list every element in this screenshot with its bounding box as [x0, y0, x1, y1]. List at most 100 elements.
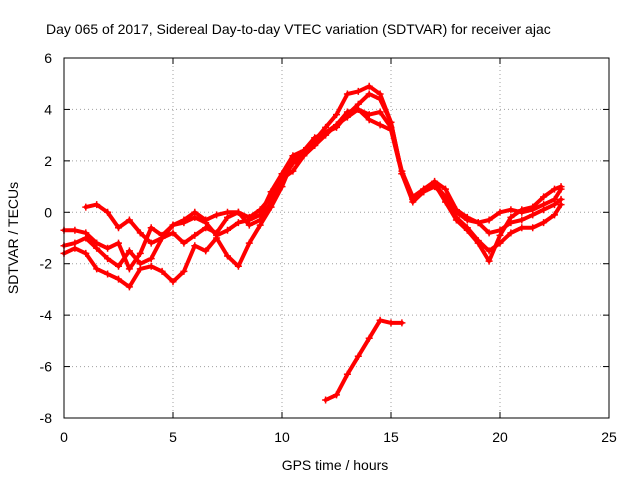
- data-point-marker: [376, 121, 384, 129]
- data-point-marker: [93, 265, 101, 273]
- series-track-2: [60, 82, 565, 273]
- data-point-marker: [333, 111, 340, 119]
- plot-frame: [63, 57, 610, 419]
- y-tick-label: -4: [40, 307, 53, 323]
- data-point-marker: [245, 239, 253, 247]
- y-tick-label: 0: [44, 204, 52, 220]
- data-point-marker: [136, 265, 144, 273]
- y-tick-label: -2: [40, 256, 53, 272]
- data-point-marker: [365, 334, 373, 342]
- data-point-marker: [354, 105, 362, 113]
- data-point-marker: [398, 167, 406, 175]
- data-point-marker: [93, 201, 101, 209]
- data-point-marker: [376, 316, 384, 324]
- data-point-marker: [529, 211, 537, 219]
- y-tick-label: -6: [40, 359, 53, 375]
- data-point-marker: [224, 208, 231, 216]
- series-trace: [62, 107, 563, 269]
- y-tick-label: 4: [44, 101, 52, 117]
- data-point-marker: [551, 211, 558, 219]
- data-point-marker: [343, 370, 351, 378]
- data-point-marker: [278, 175, 286, 183]
- y-tick-label: 6: [44, 50, 52, 66]
- data-point-marker: [147, 262, 155, 270]
- data-point-marker: [540, 219, 548, 227]
- data-point-marker: [71, 226, 79, 234]
- data-point-marker: [387, 319, 395, 327]
- data-point-marker: [365, 82, 373, 90]
- data-point-marker: [136, 249, 144, 257]
- data-point-marker: [234, 262, 242, 270]
- data-point-marker: [224, 226, 231, 234]
- data-point-marker: [409, 193, 417, 201]
- x-axis-label: GPS time / hours: [282, 457, 389, 473]
- data-point-marker: [147, 224, 155, 232]
- data-point-marker: [169, 229, 177, 237]
- y-axis-label: SDTVAR / TECUs: [5, 182, 21, 294]
- data-point-marker: [202, 216, 210, 224]
- data-point-marker: [540, 206, 548, 214]
- data-point-marker: [496, 208, 504, 216]
- data-point-marker: [365, 90, 373, 98]
- data-point-marker: [125, 216, 133, 224]
- y-tick-label: -8: [40, 410, 53, 426]
- data-point-marker: [507, 229, 515, 237]
- data-point-marker: [343, 108, 351, 116]
- data-point-marker: [158, 234, 166, 242]
- data-point-marker: [256, 206, 264, 214]
- data-point-marker: [147, 255, 155, 263]
- data-point-marker: [333, 391, 340, 399]
- data-point-marker: [485, 216, 493, 224]
- series-trace: [323, 318, 404, 402]
- data-point-marker: [485, 257, 493, 265]
- x-tick-label: 15: [383, 429, 399, 445]
- data-point-marker: [354, 87, 362, 95]
- data-point-marker: [104, 255, 112, 263]
- data-point-marker: [267, 203, 275, 211]
- data-point-marker: [343, 90, 351, 98]
- data-point-marker: [191, 242, 199, 250]
- data-point-marker: [496, 231, 504, 239]
- data-point-marker: [376, 108, 384, 116]
- series-trace: [62, 84, 563, 271]
- data-point-marker: [191, 208, 199, 216]
- data-point-marker: [256, 221, 264, 229]
- data-point-marker: [431, 180, 439, 188]
- data-point-marker: [420, 185, 428, 193]
- data-point-marker: [104, 244, 112, 252]
- data-point-marker: [213, 234, 221, 242]
- data-series: [60, 82, 565, 404]
- data-point-marker: [136, 229, 144, 237]
- data-point-marker: [311, 141, 319, 149]
- data-point-marker: [234, 219, 242, 227]
- data-point-marker: [300, 152, 308, 160]
- data-point-marker: [333, 121, 340, 129]
- data-point-marker: [387, 123, 395, 131]
- data-point-marker: [93, 239, 101, 247]
- data-point-marker: [442, 185, 449, 193]
- data-point-marker: [180, 267, 188, 275]
- data-point-marker: [180, 216, 188, 224]
- x-tick-label: 20: [492, 429, 508, 445]
- data-point-marker: [442, 198, 449, 206]
- series-track-1: [60, 105, 565, 270]
- data-point-marker: [125, 247, 133, 255]
- x-tick-label: 25: [601, 429, 617, 445]
- data-point-marker: [147, 239, 155, 247]
- data-point-marker: [224, 252, 231, 260]
- series-track-4: [82, 105, 565, 265]
- data-point-marker: [289, 159, 297, 167]
- data-point-marker: [125, 283, 133, 291]
- data-point-marker: [82, 203, 90, 211]
- data-point-marker: [463, 226, 471, 234]
- data-point-marker: [202, 247, 210, 255]
- chart-title: Day 065 of 2017, Sidereal Day-to-day VTE…: [46, 21, 551, 37]
- data-point-marker: [557, 201, 565, 209]
- x-tick-label: 10: [274, 429, 290, 445]
- data-point-marker: [104, 208, 112, 216]
- data-point-marker: [354, 352, 362, 360]
- data-point-marker: [322, 396, 330, 404]
- series-track-5: [322, 316, 406, 404]
- data-point-marker: [518, 216, 526, 224]
